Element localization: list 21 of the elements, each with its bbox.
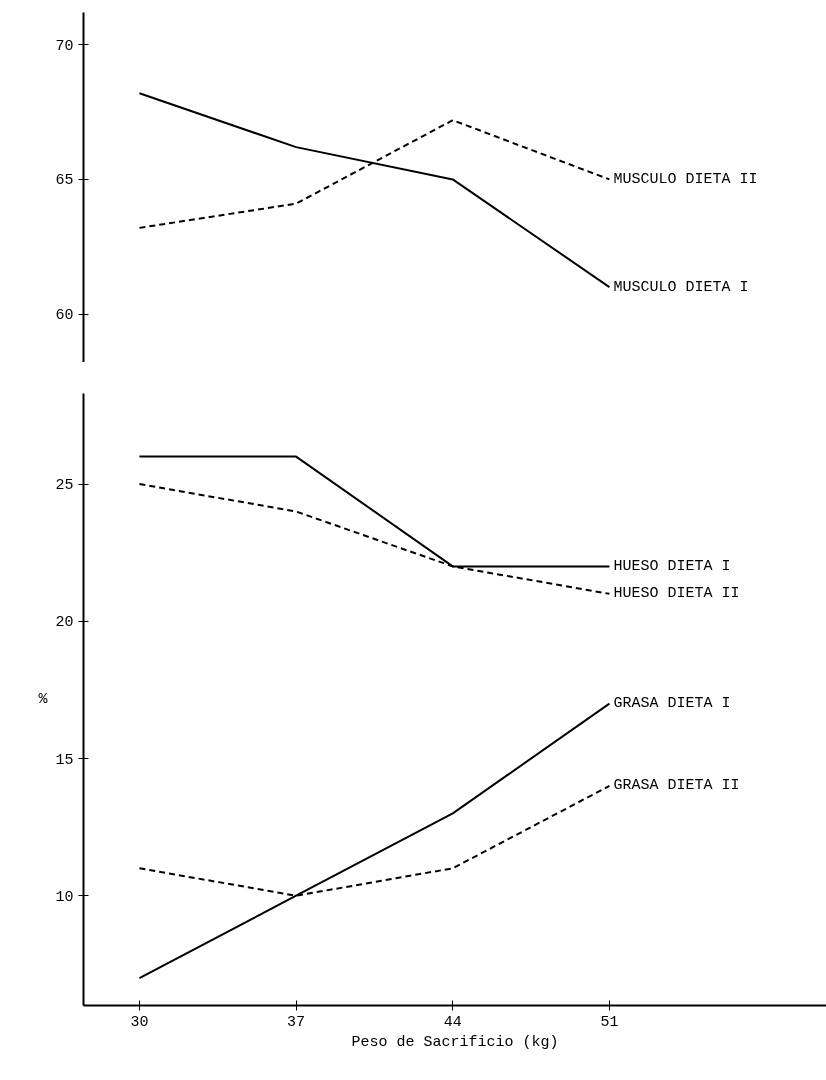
line-series bbox=[138, 702, 611, 980]
series-label: HUESO DIETA I bbox=[613, 557, 731, 575]
x-tick-label: 30 bbox=[130, 1013, 149, 1031]
y-tick-label: 65 bbox=[55, 172, 74, 190]
series-label: MUSCULO DIETA I bbox=[613, 278, 749, 296]
x-tick-label: 37 bbox=[287, 1013, 306, 1031]
series-label: MUSCULO DIETA II bbox=[613, 170, 758, 188]
series-label: HUESO DIETA II bbox=[613, 585, 740, 603]
x-tick-label: 51 bbox=[600, 1013, 619, 1031]
line-series bbox=[138, 92, 611, 289]
series-label: GRASA DIETA II bbox=[613, 777, 740, 795]
series-label: GRASA DIETA I bbox=[613, 695, 731, 713]
y-tick-label: 15 bbox=[55, 751, 74, 769]
y-tick-label: 60 bbox=[55, 307, 74, 325]
x-tick-label: 44 bbox=[443, 1013, 462, 1031]
x-axis-title: Peso de Sacrificio (kg) bbox=[351, 1033, 559, 1051]
y-tick-label: 70 bbox=[55, 37, 74, 55]
y-axis-title: % bbox=[38, 691, 49, 708]
y-tick-label: 25 bbox=[55, 477, 74, 495]
y-tick-label: 10 bbox=[55, 888, 74, 906]
y-tick-label: 20 bbox=[55, 614, 74, 632]
